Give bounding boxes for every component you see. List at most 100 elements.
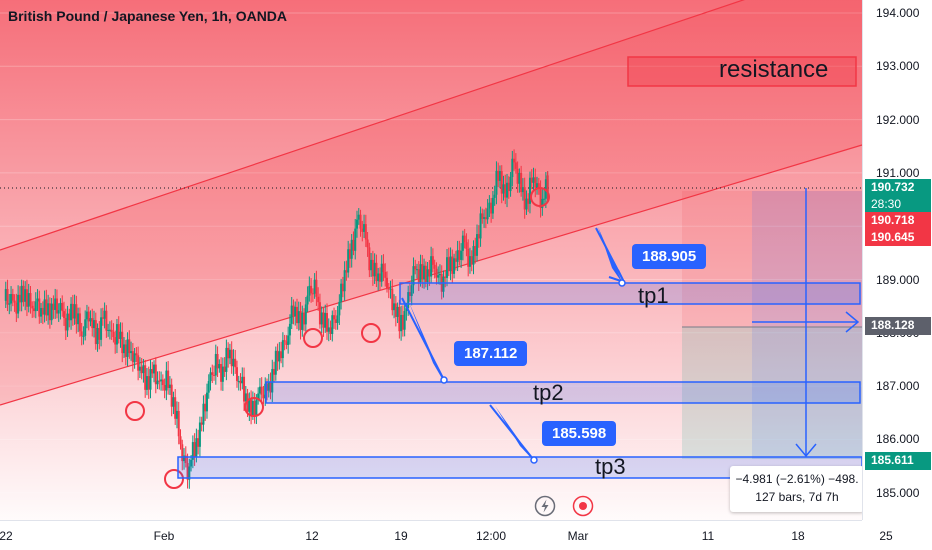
candle [518,172,521,184]
candle [29,293,32,306]
candle [273,368,276,375]
candle [64,318,67,331]
candle [525,198,528,210]
candle [160,379,163,382]
candle [27,293,30,307]
candle [523,187,526,210]
candle [75,304,78,325]
candle [493,194,496,198]
candle [20,285,23,303]
candle [55,298,58,314]
candle [18,294,21,303]
candle [407,292,410,309]
candle [251,400,254,416]
candle [306,295,309,305]
swing-low-marker [530,187,550,207]
measure-range [752,191,862,459]
candle [154,364,157,385]
candle [167,370,170,389]
candle [130,351,133,354]
swing-low-marker [303,328,323,348]
candle [495,170,498,195]
tp3-price-callout[interactable]: 185.598 [542,421,617,446]
candle [384,272,387,278]
candle [100,317,103,340]
candle [218,364,221,369]
swing-low-marker [164,469,184,489]
candle [451,256,454,274]
symbol-title[interactable]: British Pound / Japanese Yen, 1h, OANDA [8,8,288,24]
candle [207,381,210,393]
tp1-price-callout[interactable]: 188.905 [632,244,707,269]
candle [472,246,475,265]
candle [380,263,383,282]
candle [324,312,327,328]
candle [433,264,436,269]
candle [322,312,325,328]
lightning-icon[interactable] [533,494,557,518]
candle [509,177,512,192]
candle [45,299,48,316]
candle [511,158,514,178]
candle [460,250,463,260]
candle [350,239,353,259]
candle [539,188,542,208]
candle [334,319,337,323]
candle [151,369,154,374]
candle [387,288,390,290]
candle [147,376,150,390]
candle [108,329,111,331]
price-tick: 185.000 [876,486,920,500]
candle [10,294,13,304]
tp2-zone[interactable] [265,381,861,404]
candle [8,303,11,305]
candle [311,293,314,295]
candle [265,383,268,391]
candle [43,299,46,315]
candle [338,301,341,316]
candle [47,303,50,316]
candle [213,374,216,376]
candle [87,311,90,322]
time-tick: 12:00 [475,529,507,543]
candle [36,298,39,302]
candle [438,273,441,276]
candle [500,171,503,194]
candle [175,410,178,419]
candle [481,213,484,219]
candle [361,228,364,232]
tp2-price-callout[interactable]: 187.112 [454,341,528,366]
candle [430,256,433,277]
record-icon[interactable] [571,494,595,518]
candle [370,259,373,271]
candle [181,444,184,462]
price-axis[interactable] [862,0,932,520]
tp1-zone[interactable] [399,282,861,305]
candle [241,376,244,384]
time-axis[interactable] [0,520,862,550]
candle [156,380,159,385]
candle [532,177,535,183]
candle [476,234,479,256]
candle [38,298,41,317]
candle [57,310,60,314]
bar-countdown: 28:30 [865,196,931,212]
candle [468,256,471,267]
price-tick: 186.000 [876,432,920,446]
candle [260,386,263,395]
candle [204,403,207,412]
candle [283,340,286,342]
candle [426,269,429,282]
candle [458,250,461,260]
candle [50,303,53,321]
candle [258,386,261,394]
candle [504,184,507,198]
tp1-arrowhead [598,227,623,284]
measure-right-arrow [845,311,860,333]
candle [456,250,459,262]
candle [128,339,131,354]
candle [186,463,189,480]
tp2-anchor [440,376,448,384]
candle [435,268,438,278]
